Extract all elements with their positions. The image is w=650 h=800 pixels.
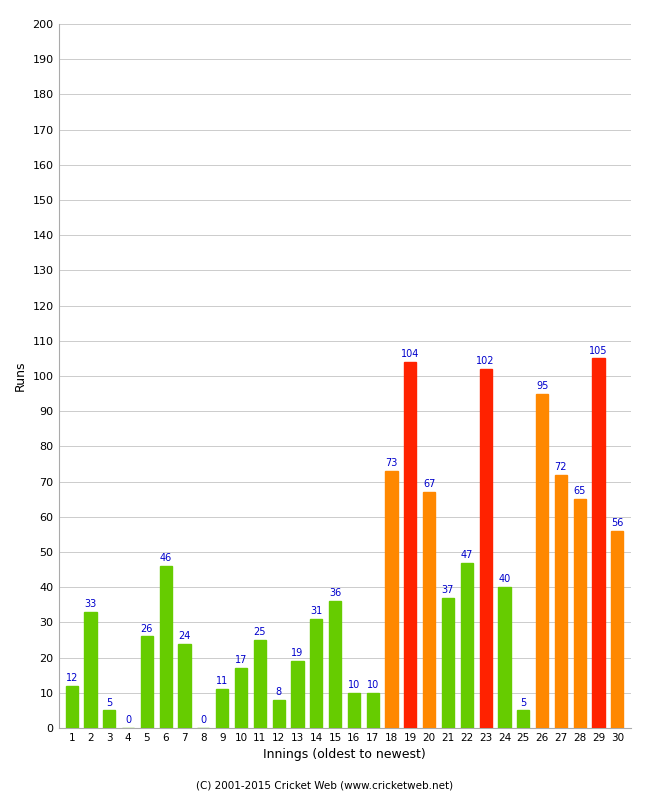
Text: 56: 56 xyxy=(611,518,623,528)
Bar xyxy=(216,690,228,728)
Bar xyxy=(272,700,285,728)
Bar xyxy=(254,640,266,728)
Bar xyxy=(611,531,623,728)
Bar xyxy=(235,668,247,728)
Text: 33: 33 xyxy=(84,599,97,609)
Text: 65: 65 xyxy=(573,486,586,496)
Bar xyxy=(442,598,454,728)
Bar xyxy=(592,358,604,728)
Bar xyxy=(310,619,322,728)
Bar xyxy=(179,643,190,728)
Bar xyxy=(423,492,436,728)
Text: 72: 72 xyxy=(554,462,567,472)
Bar xyxy=(141,637,153,728)
Text: 0: 0 xyxy=(200,715,207,725)
Bar xyxy=(367,693,379,728)
Text: 19: 19 xyxy=(291,648,304,658)
Text: 104: 104 xyxy=(401,349,419,359)
Bar xyxy=(404,362,417,728)
Bar xyxy=(461,562,473,728)
Text: 46: 46 xyxy=(160,554,172,563)
Text: 102: 102 xyxy=(476,356,495,366)
Text: 10: 10 xyxy=(348,680,360,690)
Text: 73: 73 xyxy=(385,458,398,468)
Text: 5: 5 xyxy=(520,698,526,707)
Text: (C) 2001-2015 Cricket Web (www.cricketweb.net): (C) 2001-2015 Cricket Web (www.cricketwe… xyxy=(196,781,454,790)
Text: 31: 31 xyxy=(310,606,322,616)
X-axis label: Innings (oldest to newest): Innings (oldest to newest) xyxy=(263,749,426,762)
Text: 47: 47 xyxy=(461,550,473,560)
Bar xyxy=(536,394,548,728)
Text: 40: 40 xyxy=(499,574,510,584)
Text: 17: 17 xyxy=(235,655,247,666)
Bar xyxy=(66,686,78,728)
Text: 37: 37 xyxy=(442,585,454,595)
Bar xyxy=(84,612,97,728)
Text: 11: 11 xyxy=(216,677,228,686)
Bar xyxy=(160,566,172,728)
Bar xyxy=(385,471,398,728)
Bar xyxy=(480,369,492,728)
Y-axis label: Runs: Runs xyxy=(14,361,27,391)
Text: 10: 10 xyxy=(367,680,379,690)
Bar xyxy=(573,499,586,728)
Bar xyxy=(329,602,341,728)
Text: 5: 5 xyxy=(106,698,112,707)
Text: 26: 26 xyxy=(141,624,153,634)
Bar xyxy=(103,710,116,728)
Text: 36: 36 xyxy=(329,589,341,598)
Text: 24: 24 xyxy=(178,630,190,641)
Bar xyxy=(499,587,510,728)
Bar xyxy=(348,693,360,728)
Text: 12: 12 xyxy=(66,673,78,683)
Bar xyxy=(554,474,567,728)
Text: 0: 0 xyxy=(125,715,131,725)
Bar xyxy=(291,661,304,728)
Text: 105: 105 xyxy=(590,346,608,355)
Text: 95: 95 xyxy=(536,381,548,390)
Text: 67: 67 xyxy=(423,479,436,490)
Text: 8: 8 xyxy=(276,687,281,697)
Text: 25: 25 xyxy=(254,627,266,637)
Bar xyxy=(517,710,529,728)
